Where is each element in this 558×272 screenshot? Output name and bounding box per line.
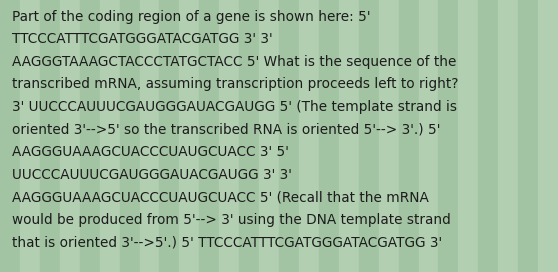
FancyBboxPatch shape	[0, 0, 20, 272]
Text: AAGGGUAAAGCUACCCUAUGCUACC 5' (Recall that the mRNA: AAGGGUAAAGCUACCCUAUGCUACC 5' (Recall tha…	[12, 190, 429, 204]
FancyBboxPatch shape	[299, 0, 319, 272]
FancyBboxPatch shape	[478, 0, 498, 272]
FancyBboxPatch shape	[518, 0, 538, 272]
Text: that is oriented 3'-->5'.) 5' TTCCCATTTCGATGGGATACGATGG 3': that is oriented 3'-->5'.) 5' TTCCCATTTC…	[12, 235, 442, 249]
FancyBboxPatch shape	[219, 0, 239, 272]
Text: oriented 3'-->5' so the transcribed RNA is oriented 5'--> 3'.) 5': oriented 3'-->5' so the transcribed RNA …	[12, 122, 441, 136]
FancyBboxPatch shape	[60, 0, 80, 272]
FancyBboxPatch shape	[359, 0, 379, 272]
Text: UUCCCAUUUCGAUGGGAUACGAUGG 3' 3': UUCCCAUUUCGAUGGGAUACGAUGG 3' 3'	[12, 168, 292, 181]
FancyBboxPatch shape	[439, 0, 458, 272]
FancyBboxPatch shape	[119, 0, 140, 272]
FancyBboxPatch shape	[40, 0, 60, 272]
Text: Part of the coding region of a gene is shown here: 5': Part of the coding region of a gene is s…	[12, 10, 371, 23]
Text: transcribed mRNA, assuming transcription proceeds left to right?: transcribed mRNA, assuming transcription…	[12, 77, 459, 91]
FancyBboxPatch shape	[398, 0, 418, 272]
FancyBboxPatch shape	[100, 0, 119, 272]
FancyBboxPatch shape	[80, 0, 100, 272]
Text: AAGGGUAAAGCUACCCUAUGCUACC 3' 5': AAGGGUAAAGCUACCCUAUGCUACC 3' 5'	[12, 145, 289, 159]
FancyBboxPatch shape	[538, 0, 558, 272]
FancyBboxPatch shape	[259, 0, 279, 272]
FancyBboxPatch shape	[140, 0, 160, 272]
FancyBboxPatch shape	[199, 0, 219, 272]
FancyBboxPatch shape	[458, 0, 478, 272]
FancyBboxPatch shape	[319, 0, 339, 272]
FancyBboxPatch shape	[160, 0, 179, 272]
FancyBboxPatch shape	[418, 0, 439, 272]
FancyBboxPatch shape	[498, 0, 518, 272]
FancyBboxPatch shape	[339, 0, 359, 272]
Text: would be produced from 5'--> 3' using the DNA template strand: would be produced from 5'--> 3' using th…	[12, 213, 451, 227]
FancyBboxPatch shape	[379, 0, 398, 272]
Text: AAGGGTAAAGCTACCCTATGCTACC 5' What is the sequence of the: AAGGGTAAAGCTACCCTATGCTACC 5' What is the…	[12, 55, 456, 69]
FancyBboxPatch shape	[279, 0, 299, 272]
FancyBboxPatch shape	[239, 0, 259, 272]
Text: TTCCCATTTCGATGGGATACGATGG 3' 3': TTCCCATTTCGATGGGATACGATGG 3' 3'	[12, 32, 273, 46]
FancyBboxPatch shape	[20, 0, 40, 272]
FancyBboxPatch shape	[179, 0, 199, 272]
Text: 3' UUCCCAUUUCGAUGGGAUACGAUGG 5' (The template strand is: 3' UUCCCAUUUCGAUGGGAUACGAUGG 5' (The tem…	[12, 100, 457, 114]
